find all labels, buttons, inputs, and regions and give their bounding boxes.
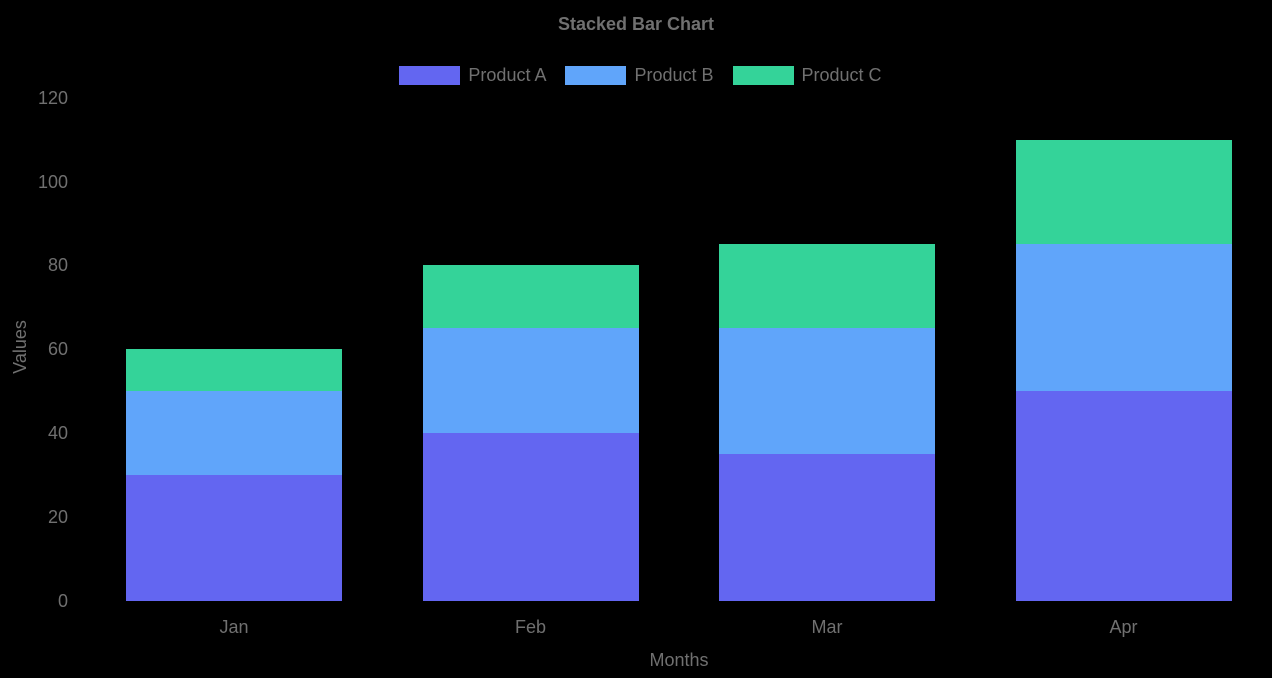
legend-swatch-product-c: [732, 66, 794, 85]
legend-swatch-product-a: [399, 66, 461, 85]
bar-segment-jan-product-a: [126, 475, 342, 601]
bar-segment-feb-product-b: [422, 328, 639, 434]
bar-segment-apr-product-a: [1015, 391, 1232, 601]
y-tick-label-100: 100: [37, 171, 68, 192]
x-tick-label-apr: Apr: [1109, 617, 1138, 637]
y-tick-label-80: 80: [47, 255, 68, 276]
x-tick-label-feb: Feb: [514, 617, 547, 637]
bar-segment-jan-product-b: [126, 391, 342, 476]
bar-segment-apr-product-b: [1015, 244, 1232, 392]
x-tick-label-jan: Jan: [219, 617, 249, 637]
y-tick-label-120: 120: [37, 87, 68, 108]
bar-segment-mar-product-b: [719, 328, 935, 455]
y-tick-label-0: 0: [57, 591, 68, 611]
x-axis-title: Months: [649, 650, 709, 670]
legend: Product A Product B Product C: [0, 66, 1272, 85]
bar-segment-feb-product-c: [422, 265, 639, 329]
bar-segment-feb-product-a: [422, 433, 639, 601]
y-axis-title: Values: [10, 320, 30, 374]
y-tick-label-40: 40: [47, 423, 68, 444]
y-tick-label-20: 20: [47, 507, 68, 528]
legend-swatch-product-b: [565, 66, 627, 85]
bar-stack-jan: [126, 349, 342, 601]
bar-stack-feb: [422, 265, 639, 601]
bar-segment-apr-product-c: [1015, 139, 1232, 245]
bar-stack-apr: [1015, 139, 1232, 601]
chart-title: Stacked Bar Chart: [557, 14, 715, 34]
bar-segment-jan-product-c: [126, 349, 342, 392]
legend-item-product-a[interactable]: Product A: [399, 66, 546, 85]
y-tick-label-60: 60: [47, 339, 68, 360]
x-tick-label-mar: Mar: [811, 617, 843, 637]
bar-stack-mar: [719, 244, 935, 601]
legend-label-product-a: Product A: [468, 65, 547, 85]
bar-segment-mar-product-a: [719, 454, 935, 601]
bar-segment-mar-product-c: [719, 244, 935, 329]
legend-label-product-b: Product B: [634, 65, 714, 85]
legend-item-product-b[interactable]: Product B: [565, 65, 714, 85]
legend-item-product-c[interactable]: Product C: [732, 65, 882, 85]
legend-label-product-c: Product C: [801, 65, 882, 85]
